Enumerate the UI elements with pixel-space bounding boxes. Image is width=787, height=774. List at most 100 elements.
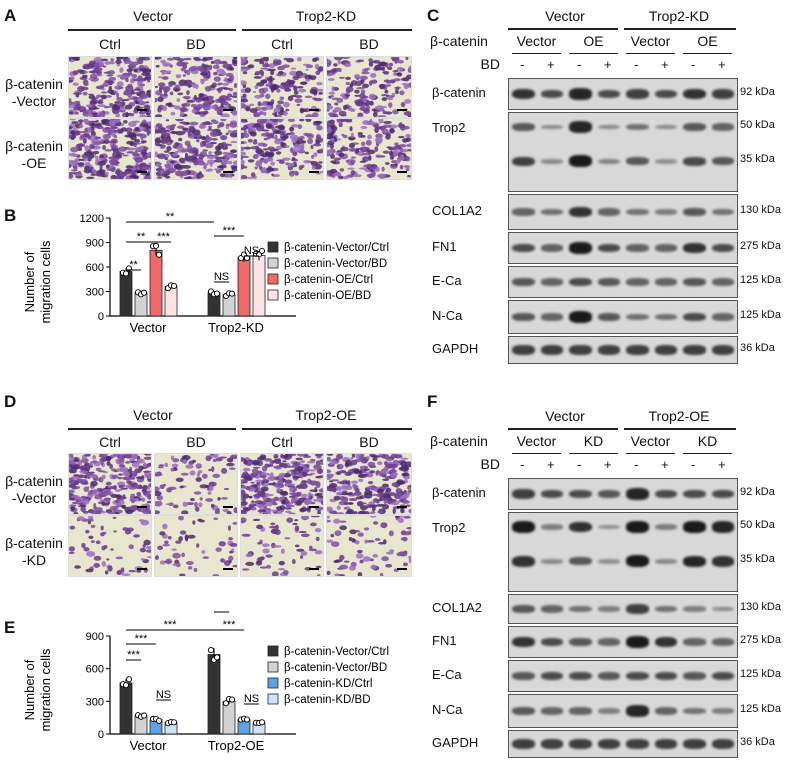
c-blot-label-4: FN1 bbox=[432, 239, 457, 254]
c-band-3-1-4 bbox=[597, 208, 620, 216]
f-band-3-1-3 bbox=[569, 605, 592, 613]
c-catenin-2: OE bbox=[583, 33, 604, 49]
panel-b-chart: Number of migration cells 0 300 600 900 1200… bbox=[22, 211, 389, 335]
c-blot-label-2: Trop2 bbox=[432, 120, 466, 135]
f-bd-2: + bbox=[546, 457, 555, 472]
c-bd-3: - bbox=[577, 57, 582, 72]
f-band-2-1-2 bbox=[540, 524, 563, 530]
e-sig-label-6: *** bbox=[223, 619, 237, 631]
micrograph-image-r2-c1 bbox=[67, 514, 154, 576]
f-band-3-1-6 bbox=[654, 605, 677, 613]
c-band-5-1-7 bbox=[683, 278, 706, 286]
micrograph-r2-c4 bbox=[323, 514, 414, 578]
b-point-1-3-3 bbox=[155, 251, 163, 258]
f-band-5-1-8 bbox=[711, 671, 734, 681]
micrograph-image-r2-c3 bbox=[238, 116, 327, 180]
b-sig-label-2: ** bbox=[137, 231, 146, 243]
c-catenin-line-3 bbox=[626, 53, 675, 54]
panel-d-col-3: Ctrl bbox=[271, 434, 293, 450]
f-band-3-1-2 bbox=[540, 605, 563, 613]
f-bd-row-label: BD bbox=[480, 456, 500, 472]
b-point-1-3-2 bbox=[152, 242, 160, 249]
panel-d-group-2: Trop2-OE bbox=[295, 407, 357, 423]
c-band-2-2-1 bbox=[512, 156, 535, 167]
c-band-2-1-3 bbox=[569, 121, 592, 133]
f-bd-7: - bbox=[691, 457, 696, 472]
c-band-7-1-1 bbox=[512, 345, 535, 355]
f-band-2-1-1 bbox=[512, 521, 535, 534]
f-catenin-1: Vector bbox=[516, 433, 557, 449]
f-band-6-1-1 bbox=[512, 707, 535, 715]
c-band-4-1-5 bbox=[626, 244, 649, 252]
c-band-3-1-5 bbox=[626, 208, 649, 216]
panel-d-row-2-line1: β-catenin bbox=[5, 535, 63, 551]
c-kda-1-1: 92 kDa bbox=[740, 86, 775, 98]
f-catenin-line-3 bbox=[626, 453, 675, 454]
micrograph-r2-c2 bbox=[152, 117, 241, 182]
panel-d-group-line-2 bbox=[242, 428, 412, 430]
panel-e-ylabel-1: Number of bbox=[22, 659, 37, 720]
c-band-5-1-3 bbox=[569, 277, 592, 287]
c-band-7-1-4 bbox=[597, 345, 620, 355]
c-band-2-1-2 bbox=[540, 124, 563, 130]
f-catenin-3: Vector bbox=[630, 433, 671, 449]
c-blot-label-3: COL1A2 bbox=[432, 203, 482, 218]
c-kda-2-1: 50 kDa bbox=[740, 119, 775, 132]
c-band-5-1-5 bbox=[626, 278, 649, 286]
f-band-1-1-7 bbox=[683, 489, 706, 499]
c-blot-6 bbox=[508, 300, 738, 334]
b-bar-2-4 bbox=[252, 255, 266, 317]
f-band-5-1-5 bbox=[626, 671, 649, 681]
b-sig-label-7: NS bbox=[244, 245, 259, 257]
c-bd-6: + bbox=[660, 57, 669, 72]
b-point-2-3-3 bbox=[243, 254, 251, 262]
c-bd-1: - bbox=[520, 57, 525, 72]
panel-b-letter: B bbox=[4, 206, 17, 225]
panel-b-ylabel-2: migration cells bbox=[38, 240, 53, 324]
micrograph-image-r2-c2 bbox=[154, 515, 239, 578]
e-ytick-label-2: 600 bbox=[86, 664, 104, 676]
f-band-5-1-2 bbox=[540, 671, 563, 681]
f-band-7-1-3 bbox=[569, 739, 592, 749]
f-band-3-1-1 bbox=[512, 605, 535, 613]
b-bar-2-3 bbox=[237, 256, 251, 317]
panel-d-group-line-1 bbox=[68, 428, 236, 430]
c-band-7-1-6 bbox=[654, 345, 677, 355]
f-group-line-2 bbox=[624, 428, 736, 430]
e-ytick-label-3: 900 bbox=[86, 631, 104, 643]
f-band-2-2-1 bbox=[512, 556, 535, 567]
e-point-1-1-2 bbox=[122, 682, 130, 689]
f-blot-4 bbox=[508, 626, 738, 658]
c-band-4-1-8 bbox=[711, 243, 734, 253]
e-category-label-1: Vector bbox=[130, 738, 168, 753]
c-kda-4-1: 275 kDa bbox=[740, 240, 781, 252]
c-band-3-1-1 bbox=[512, 208, 535, 216]
c-band-7-1-5 bbox=[626, 345, 649, 355]
c-band-5-1-1 bbox=[512, 278, 535, 286]
c-blot-label-7: GAPDH bbox=[432, 341, 479, 356]
c-blot-3 bbox=[508, 194, 738, 230]
micrograph-r1-c3 bbox=[237, 55, 325, 120]
f-band-2-2-2 bbox=[540, 558, 563, 564]
panel-a-group-line-1 bbox=[68, 29, 236, 31]
c-band-2-1-5 bbox=[626, 123, 649, 131]
e-point-2-1-3 bbox=[213, 654, 221, 661]
b-point-2-1-3 bbox=[213, 290, 221, 297]
f-band-7-1-5 bbox=[626, 739, 649, 749]
c-catenin-row-label: β-catenin bbox=[430, 33, 488, 49]
f-band-3-1-8 bbox=[711, 606, 734, 612]
e-legend-label-1: β-catenin-Vector/Ctrl bbox=[284, 646, 389, 658]
f-blot-label-2: Trop2 bbox=[432, 520, 466, 535]
c-catenin-line-2 bbox=[569, 53, 618, 54]
micrograph-r2-c1 bbox=[65, 117, 155, 182]
e-bar-2-2 bbox=[222, 700, 236, 735]
c-blot-2 bbox=[508, 112, 738, 192]
f-blot-5 bbox=[508, 660, 738, 692]
c-group-line-1 bbox=[508, 28, 618, 30]
b-legend-label-4: β-catenin-OE/BD bbox=[284, 290, 371, 302]
c-band-3-1-6 bbox=[654, 209, 677, 215]
c-blot-1 bbox=[508, 78, 738, 110]
e-legend-label-2: β-catenin-Vector/BD bbox=[284, 662, 387, 674]
f-catenin-4: KD bbox=[697, 433, 718, 449]
c-kda-2-2: 35 kDa bbox=[740, 153, 775, 166]
